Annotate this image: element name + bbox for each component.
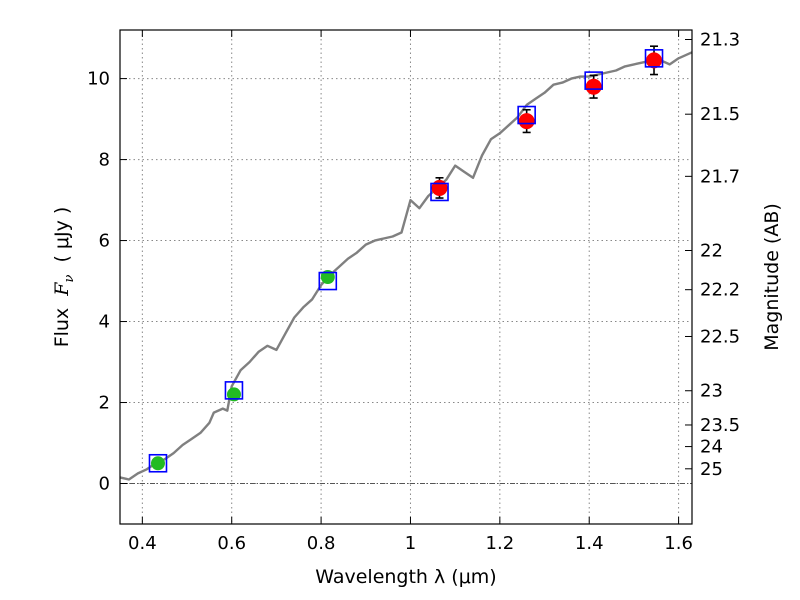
y2-tick-label: 21.7: [700, 166, 740, 187]
x-tick-label: 0.4: [128, 533, 157, 554]
y-tick-label: 6: [99, 231, 110, 252]
data-point: [226, 387, 241, 402]
y2-tick-label: 25: [700, 459, 723, 480]
model-square: [224, 381, 244, 400]
data-point: [150, 456, 165, 471]
y2-tick-label: 21.3: [700, 29, 740, 50]
model-square: [430, 182, 449, 202]
tick-marks: [120, 30, 692, 524]
plot-background: [120, 30, 692, 524]
y2-tick-label: 24: [700, 437, 723, 458]
spectrum-line: [119, 51, 693, 481]
model-square: [584, 71, 603, 90]
x-tick-label: 0.8: [307, 533, 336, 554]
y2-tick-label: 22.2: [700, 280, 740, 301]
data-point: [320, 270, 335, 284]
y-tick-label: 2: [99, 393, 110, 414]
y2-tick-label: 22.5: [700, 326, 740, 347]
y2-axis-title: Magnitude (AB): [761, 203, 783, 351]
x-tick-label: 1: [405, 533, 416, 554]
data-point: [518, 113, 535, 130]
x-tick-label: 1.2: [486, 533, 515, 554]
squares-layer: [148, 49, 664, 473]
spectrum-layer: [119, 51, 693, 481]
x-tick-labels: 0.4 0.6 0.8 1 1.2 1.4 1.6: [128, 533, 693, 554]
x-tick-label: 1.6: [664, 533, 693, 554]
grid: [120, 30, 692, 524]
y2-tick-label: 23.5: [700, 415, 740, 436]
model-square: [318, 271, 338, 291]
y-tick-labels: 0 2 4 6 8 10: [87, 69, 110, 495]
x-tick-label: 0.6: [217, 533, 246, 554]
x-tick-label: 1.4: [575, 533, 604, 554]
y2-tick-label: 23: [700, 381, 723, 402]
x-axis-title: Wavelength λ (μm): [315, 566, 496, 588]
model-square: [517, 105, 536, 125]
plot-frame: [119, 29, 693, 525]
data-point: [585, 78, 602, 95]
model-square: [148, 453, 168, 473]
y-axis-title: Flux Fν ( μJy ): [51, 207, 77, 348]
points-layer: [150, 52, 663, 471]
y-tick-label: 0: [99, 474, 110, 495]
y2-tick-label: 21.5: [700, 104, 740, 125]
data-point: [646, 52, 663, 69]
model-square: [644, 49, 664, 68]
y-tick-label: 4: [99, 312, 110, 333]
y2-tick-label: 22: [700, 240, 723, 261]
y-tick-label: 8: [99, 150, 110, 171]
y-tick-label: 10: [87, 69, 110, 90]
